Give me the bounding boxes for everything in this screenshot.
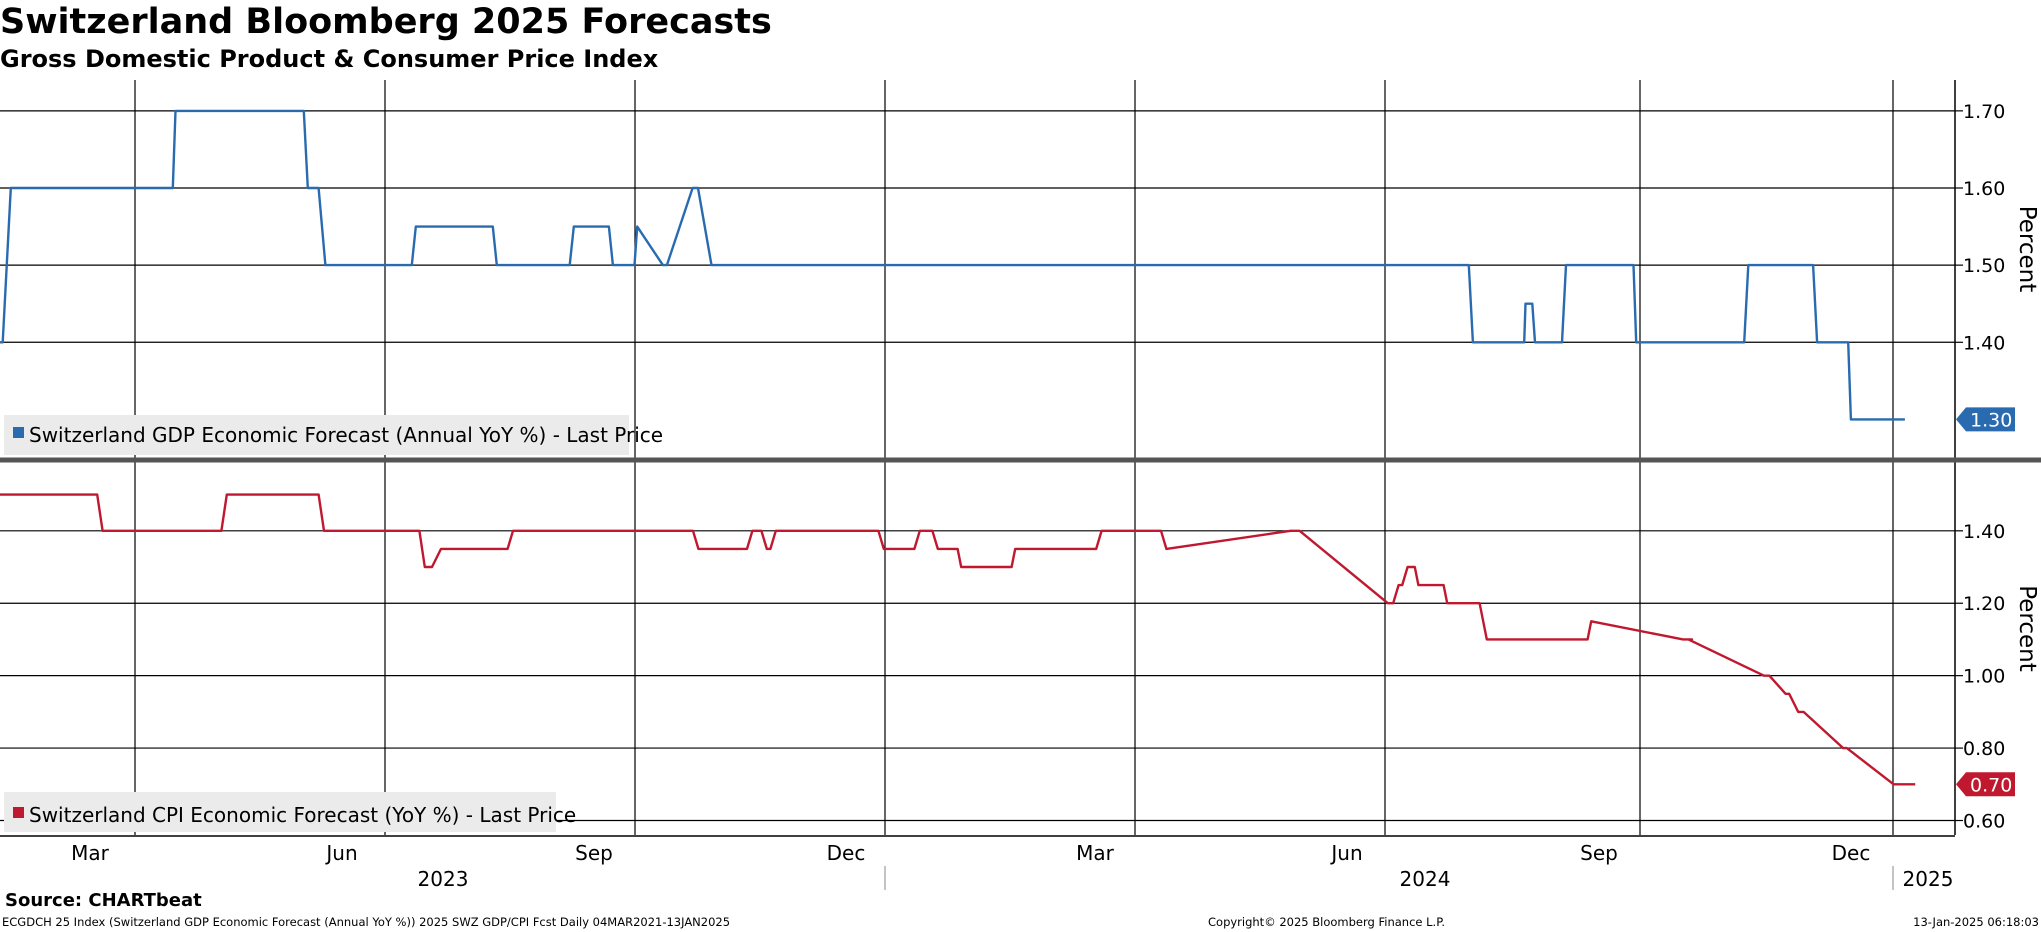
x-month-label: Dec	[827, 841, 866, 865]
source-note: Source: CHARTbeat	[5, 890, 202, 911]
gdp-panel-tick-label: 1.70	[1963, 101, 2005, 123]
cpi-panel-line	[0, 493, 1916, 786]
gdp-panel-ylabel: Percent	[2014, 206, 2040, 293]
x-year-label: 2024	[1400, 867, 1451, 891]
gdp-legend-swatch	[13, 427, 24, 438]
gdp-panel-tick-label: 1.60	[1963, 178, 2005, 200]
gdp-panel-tick-label: 1.40	[1963, 332, 2005, 354]
chart-title: Switzerland Bloomberg 2025 Forecasts	[0, 2, 772, 42]
gdp-panel-last-price-label: 1.30	[1970, 409, 2012, 431]
axis-labels: 1.70 1.60 1.50 1.40 1.30 Percent 1.40 1.20 1.00 0…	[71, 101, 2040, 891]
x-month-label: Mar	[1076, 841, 1115, 865]
x-year-label: 2025	[1903, 867, 1954, 891]
cpi-legend-label: Switzerland CPI Economic Forecast (YoY %…	[29, 803, 576, 827]
x-month-label: Jun	[1329, 841, 1362, 865]
cpi-panel-ylabel: Percent	[2014, 585, 2040, 672]
footer-description: ECGDCH 25 Index (Switzerland GDP Economi…	[2, 915, 731, 929]
gdp-legend-background	[4, 415, 629, 455]
cpi-panel-last-price-tag	[1956, 772, 2015, 797]
x-month-label: Dec	[1832, 841, 1871, 865]
gdp-legend-label: Switzerland GDP Economic Forecast (Annua…	[29, 423, 663, 447]
gdp-panel-last-price-tag	[1956, 407, 2015, 432]
cpi-legend-background	[4, 792, 556, 832]
cpi-panel-tick-label: 1.20	[1963, 593, 2005, 615]
footer-copyright: Copyright© 2025 Bloomberg Finance L.P.	[1208, 915, 1445, 929]
x-month-label: Sep	[575, 841, 613, 865]
x-month-label: Sep	[1580, 841, 1618, 865]
gdp-legend: Switzerland GDP Economic Forecast (Annua…	[4, 415, 663, 455]
x-month-label: Mar	[71, 841, 110, 865]
series-lines	[0, 109, 1916, 786]
footer-timestamp: 13-Jan-2025 06:18:03	[1913, 915, 2039, 929]
cpi-panel-tick-label: 0.60	[1963, 811, 2005, 833]
cpi-legend: Switzerland CPI Economic Forecast (YoY %…	[4, 792, 576, 832]
axes	[0, 80, 2041, 890]
x-month-label: Jun	[324, 841, 357, 865]
gdp-panel-tick-label: 1.50	[1963, 255, 2005, 277]
gdp-panel-line	[0, 109, 1905, 421]
cpi-panel-tick-label: 1.40	[1963, 521, 2005, 543]
chart-subtitle: Gross Domestic Product & Consumer Price …	[0, 45, 659, 73]
x-year-label: 2023	[418, 867, 469, 891]
cpi-panel-tick-label: 1.00	[1963, 666, 2005, 688]
cpi-legend-swatch	[13, 807, 24, 818]
cpi-panel-tick-label: 0.80	[1963, 738, 2005, 760]
cpi-panel-last-price-label: 0.70	[1970, 774, 2012, 796]
